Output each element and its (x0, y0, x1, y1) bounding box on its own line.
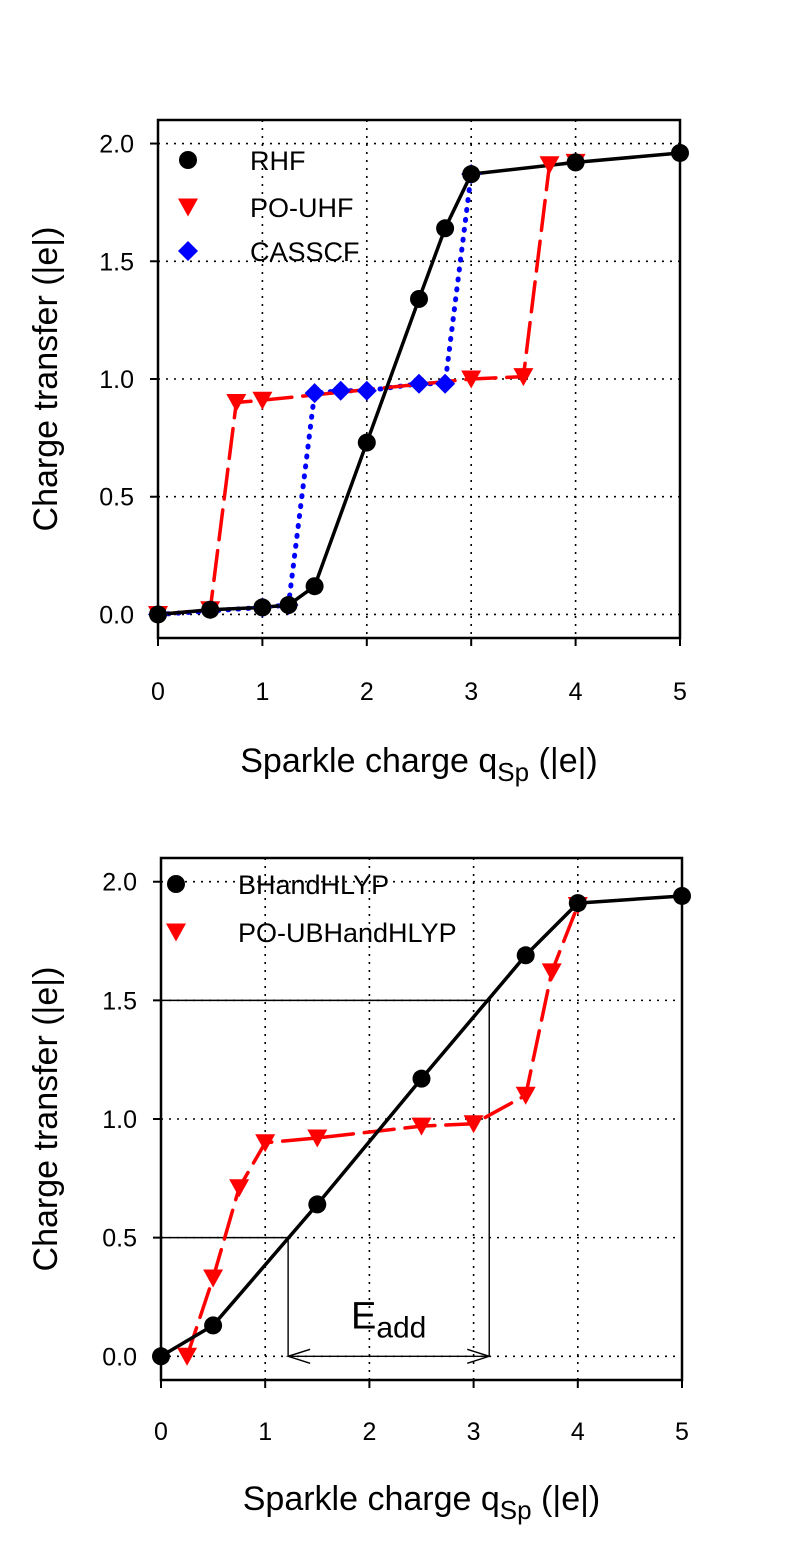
legend-marker (178, 241, 198, 261)
x-axis-title-subscript: Sp (500, 1495, 532, 1525)
data-point (304, 383, 325, 404)
data-point (330, 380, 351, 401)
legend-marker (166, 923, 186, 942)
data-point (305, 577, 324, 596)
data-point (279, 596, 298, 615)
legend-marker (179, 151, 197, 169)
x-tick-label: 0 (151, 678, 165, 706)
y-axis-title: Charge transfer (|e|) (27, 967, 65, 1272)
y-tick-label: 2.0 (99, 131, 134, 159)
y-tick-label: 1.0 (102, 1106, 137, 1134)
data-point (463, 1115, 484, 1134)
x-tick-label: 5 (673, 678, 687, 706)
data-point (203, 1269, 224, 1288)
data-point (412, 1069, 431, 1088)
data-point (177, 1347, 198, 1366)
legend: RHF PO-UHF CASSCF (178, 146, 360, 267)
x-tick-label: 3 (467, 1418, 481, 1446)
y-tick-label: 1.0 (99, 366, 134, 394)
data-point (255, 1134, 276, 1153)
x-axis-title: Sparkle charge qSp (|e|) (240, 742, 598, 787)
data-point (516, 946, 535, 965)
legend-marker (167, 875, 185, 893)
data-point (436, 219, 455, 238)
data-point (356, 380, 377, 401)
data-point (229, 1179, 250, 1198)
data-point (410, 289, 428, 308)
legend: BHandHLYP PO-UBHandHLYP (166, 870, 457, 948)
data-point (357, 433, 376, 452)
data-point (568, 894, 587, 913)
data-point (566, 153, 585, 172)
data-point (204, 1316, 223, 1335)
chart-top: 0 1 2 3 4 5 0.0 0.5 1.0 1.5 2.0 RHF PO-UHF CASSCF Ch… (27, 118, 689, 787)
legend-label: BHandHLYP (238, 870, 389, 900)
data-point (307, 1129, 328, 1148)
x-tick-label: 0 (154, 1418, 168, 1446)
legend-label: RHF (250, 146, 306, 176)
data-point (226, 394, 247, 413)
y-tick-label: 0.5 (102, 1225, 137, 1253)
legend-marker (178, 198, 198, 217)
data-point (435, 373, 456, 394)
data-point (411, 1117, 432, 1136)
y-tick-label: 0.0 (102, 1343, 137, 1371)
data-point (461, 370, 482, 389)
data-markers (148, 143, 689, 625)
e-add-guide-end (161, 999, 490, 1357)
data-point (253, 598, 272, 617)
y-axis-title: Charge transfer (|e|) (27, 227, 65, 532)
data-point (539, 156, 560, 175)
legend-label: CASSCF (250, 237, 360, 267)
x-tick-label: 4 (569, 678, 583, 706)
x-tick-label: 3 (464, 678, 478, 706)
data-point (513, 368, 534, 387)
series-line (185, 903, 580, 1359)
x-tick-label: 1 (255, 678, 269, 706)
e-add-label: Eadd (351, 1295, 426, 1344)
data-point (409, 373, 429, 394)
x-tick-label: 2 (362, 1418, 376, 1446)
data-point (541, 963, 562, 982)
ticks: 0 1 2 3 4 5 0.0 0.5 1.0 1.5 2.0 (99, 131, 687, 706)
data-point (201, 600, 220, 619)
y-tick-label: 1.5 (102, 987, 137, 1015)
e-add-guide-start (161, 1236, 289, 1357)
legend-label: PO-UBHandHLYP (238, 918, 457, 948)
ticks: 0 1 2 3 4 5 0.0 0.5 1.0 1.5 2.0 (102, 869, 689, 1446)
y-tick-label: 0.0 (99, 601, 134, 629)
data-point (252, 391, 273, 410)
data-point (308, 1195, 327, 1214)
data-markers (152, 886, 691, 1366)
y-tick-label: 1.5 (99, 248, 134, 276)
y-tick-label: 0.5 (99, 484, 134, 512)
x-tick-label: 5 (675, 1418, 689, 1446)
data-point (462, 165, 481, 184)
legend-label: PO-UHF (250, 193, 354, 223)
x-tick-label: 2 (360, 678, 374, 706)
y-tick-label: 2.0 (102, 869, 137, 897)
data-point (515, 1086, 536, 1105)
x-axis-title-subscript: Sp (497, 757, 529, 787)
e-add-arrowhead-left (285, 1348, 311, 1364)
x-tick-label: 1 (258, 1418, 272, 1446)
x-tick-label: 4 (571, 1418, 585, 1446)
x-axis-title: Sparkle charge qSp (|e|) (243, 1480, 601, 1525)
e-add-arrowhead-right (467, 1348, 492, 1364)
chart-bottom: 0 1 2 3 4 5 0.0 0.5 1.0 1.5 2.0 BHandHLYP PO-UBHand… (27, 856, 691, 1525)
